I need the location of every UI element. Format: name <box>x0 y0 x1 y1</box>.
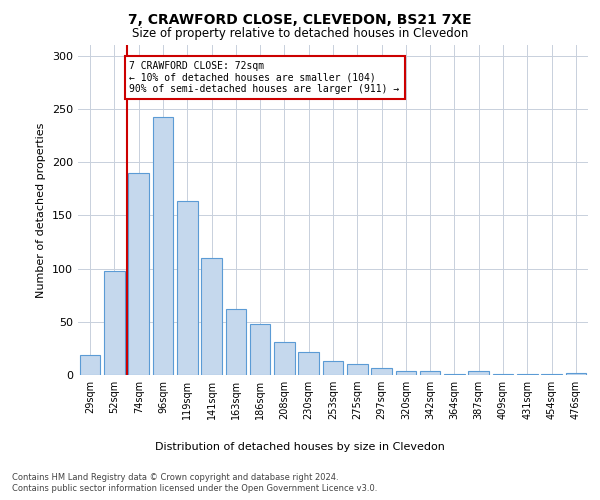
Bar <box>177 202 197 375</box>
Text: Size of property relative to detached houses in Clevedon: Size of property relative to detached ho… <box>132 28 468 40</box>
Bar <box>226 309 246 375</box>
Bar <box>128 172 149 375</box>
Bar <box>298 352 319 375</box>
Bar <box>250 324 271 375</box>
Bar <box>469 370 489 375</box>
Bar <box>566 373 586 375</box>
Bar <box>201 258 222 375</box>
Text: Distribution of detached houses by size in Clevedon: Distribution of detached houses by size … <box>155 442 445 452</box>
Text: Contains HM Land Registry data © Crown copyright and database right 2024.: Contains HM Land Registry data © Crown c… <box>12 472 338 482</box>
Text: Contains public sector information licensed under the Open Government Licence v3: Contains public sector information licen… <box>12 484 377 493</box>
Bar <box>517 374 538 375</box>
Text: 7 CRAWFORD CLOSE: 72sqm
← 10% of detached houses are smaller (104)
90% of semi-d: 7 CRAWFORD CLOSE: 72sqm ← 10% of detache… <box>130 61 400 94</box>
Bar <box>80 355 100 375</box>
Bar <box>493 374 514 375</box>
Bar <box>420 370 440 375</box>
Bar <box>444 374 465 375</box>
Bar <box>274 342 295 375</box>
Bar <box>347 364 368 375</box>
Bar <box>104 270 125 375</box>
Bar <box>541 374 562 375</box>
Bar <box>395 370 416 375</box>
Y-axis label: Number of detached properties: Number of detached properties <box>37 122 46 298</box>
Text: 7, CRAWFORD CLOSE, CLEVEDON, BS21 7XE: 7, CRAWFORD CLOSE, CLEVEDON, BS21 7XE <box>128 12 472 26</box>
Bar <box>371 368 392 375</box>
Bar <box>323 361 343 375</box>
Bar <box>152 118 173 375</box>
